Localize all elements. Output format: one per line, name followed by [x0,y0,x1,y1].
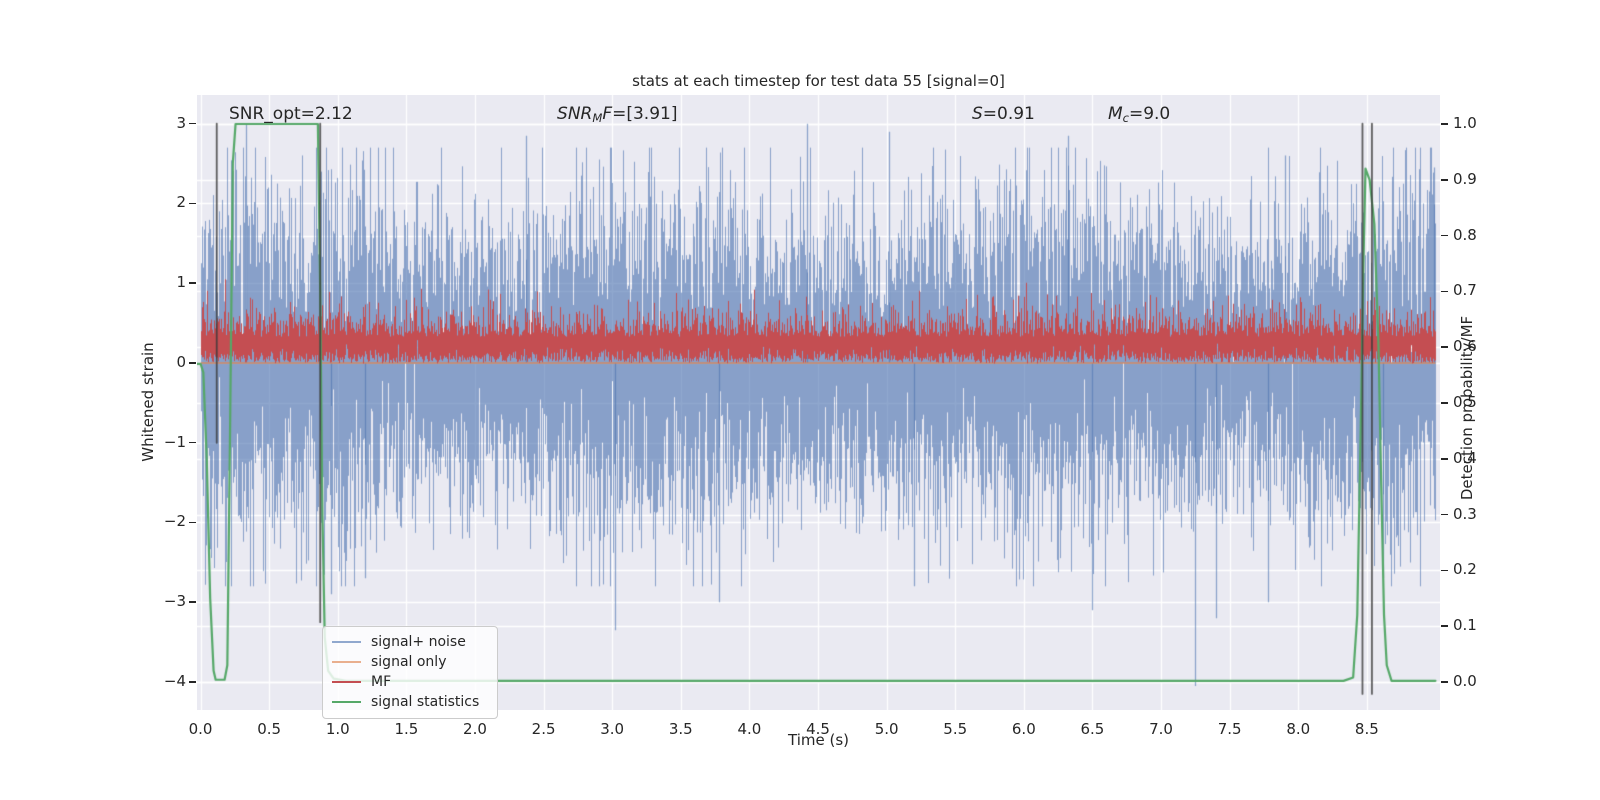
stat-annotation-part: S [971,104,983,124]
stat-annotation-3: Mc=9.0 [1107,104,1171,126]
stat-annotation-part: SNR_opt=2.12 [228,104,353,124]
legend-swatch [332,681,361,683]
y-right-tick-mark [1441,234,1448,237]
y-left-tick-label: 3 [176,113,186,132]
x-axis-label: Time (s) [788,731,849,749]
y-right-tick-mark [1441,346,1448,348]
x-tick-label: 6.5 [1080,720,1105,738]
x-tick-label: 7.0 [1149,720,1173,738]
y-left-tick-label: −3 [163,592,186,611]
y-left-tick-mark [189,122,196,125]
legend: signal+ noise signal only MF signal statist… [322,626,498,719]
legend-swatch [332,641,361,643]
y-right-tick-label: 0.8 [1453,225,1477,244]
y-left-tick-mark [189,362,196,364]
y-right-tick-label: 0.2 [1453,560,1477,579]
legend-swatch [332,661,361,663]
x-tick-label: 1.0 [325,720,350,738]
legend-item-0: signal+ noise [332,632,497,652]
legend-item-3: signal statistics [332,692,497,712]
x-tick-label: 1.5 [394,720,419,738]
y-left-tick-label: −1 [163,432,186,451]
legend-swatch [332,701,361,703]
y-right-tick-label: 1.0 [1453,114,1477,132]
x-tick-label: 3.5 [668,720,693,738]
y-right-tick-mark [1441,625,1448,627]
stat-annotation-part: F [602,104,613,124]
y-left-tick-label: 1 [176,273,186,292]
x-tick-label: 5.0 [874,720,899,738]
legend-label: signal+ noise [371,634,466,650]
y-right-tick-label: 0.1 [1453,616,1477,635]
y-right-tick-label: 0.5 [1453,393,1477,411]
y-right-tick-mark [1441,513,1448,516]
y-right-tick-label: 0.0 [1453,671,1477,690]
stat-annotation-part: M [1107,104,1123,124]
x-tick-label: 0.0 [188,720,213,738]
stat-annotation-part: =0.91 [982,104,1035,124]
x-tick-label: 0.5 [257,720,282,738]
legend-label: MF [371,674,392,690]
y-left-tick-mark [189,282,196,284]
y-right-tick-label: 0.9 [1453,169,1477,188]
stat-annotation-part: c [1122,111,1129,126]
x-tick-label: 3.0 [600,720,625,738]
y-right-tick-mark [1441,569,1448,572]
y-right-tick-mark [1441,123,1448,125]
y-left-tick-mark [189,441,196,444]
stat-annotation-part: =9.0 [1128,104,1171,124]
legend-item-1: signal only [332,652,497,672]
x-tick-label: 2.5 [531,720,556,738]
stat-annotation-part: =[3.91] [612,104,678,124]
x-tick-label: 6.0 [1011,720,1036,738]
y-right-tick-mark [1441,402,1448,404]
y-right-tick-label: 0.3 [1453,504,1477,523]
legend-label: signal statistics [371,694,480,710]
stat-annotation-0: SNR_opt=2.12 [229,104,353,124]
y-left-tick-label: −2 [163,512,186,531]
y-right-tick-mark [1441,179,1448,181]
chart-title: stats at each timestep for test data 55 … [632,72,1005,90]
y-right-tick-label: 0.7 [1453,281,1477,300]
y-left-tick-mark [189,521,196,524]
y-left-tick-label: 0 [176,352,186,371]
x-tick-label: 5.5 [943,720,968,738]
y-left-tick-label: −4 [163,672,186,690]
y-left-tick-mark [189,202,196,205]
y-left-tick-mark [189,681,196,683]
stat-annotation-2: S=0.91 [972,104,1035,124]
x-tick-label: 2.0 [463,720,487,738]
y-right-tick-mark [1441,681,1448,683]
x-tick-label: 4.5 [806,720,830,738]
x-tick-label: 8.5 [1354,720,1379,738]
legend-label: signal only [371,654,447,670]
y-right-tick-mark [1441,290,1448,293]
plot-canvas [197,95,1440,710]
x-tick-label: 8.0 [1286,720,1311,738]
stat-annotation-part: M [592,111,603,126]
y-right-tick-label: 0.4 [1453,448,1477,467]
y-right-tick-label: 0.6 [1453,337,1477,356]
y-left-tick-label: 2 [176,193,186,212]
x-tick-label: 7.5 [1217,720,1242,738]
legend-item-2: MF [332,672,497,692]
y-left-tick-mark [189,601,196,603]
stat-annotation-1: SNRMF=[3.91] [557,104,678,126]
y-right-tick-mark [1441,458,1448,460]
stat-annotation-part: SNR [557,104,593,124]
x-tick-label: 4.0 [737,720,762,738]
